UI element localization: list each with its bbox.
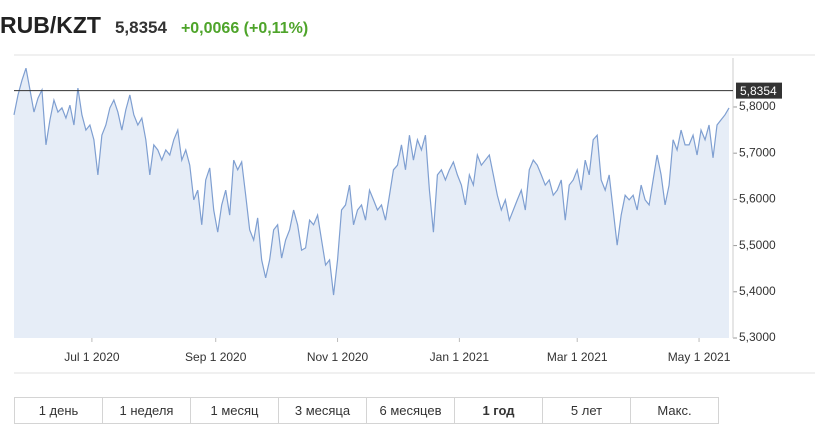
x-tick-label: Nov 1 2020 (307, 350, 369, 364)
x-tick-label: Mar 1 2021 (547, 350, 608, 364)
range-button[interactable]: 1 день (15, 398, 103, 423)
price: 5,8354 (114, 18, 167, 37)
area-fill (14, 68, 730, 339)
y-tick-label: 5,8000 (739, 99, 776, 113)
y-tick-label: 5,5000 (739, 238, 776, 252)
y-tick-label: 5,3000 (739, 330, 776, 344)
range-button[interactable]: 6 месяцев (367, 398, 455, 423)
x-tick-label: Jan 1 2021 (430, 350, 490, 364)
change: +0,0066 (+0,11%) (180, 20, 309, 37)
range-buttons: 1 день 1 неделя 1 месяц 3 месяца 6 месяцев 1 … (14, 397, 719, 424)
price-line (13, 67, 730, 296)
current-price-label: 5,8354 (740, 84, 777, 98)
chart: Investing.com5,30005,40005,50005,60005,7… (13, 54, 815, 374)
range-button[interactable]: 1 месяц (191, 398, 279, 423)
symbol: RUB/KZT (0, 12, 101, 38)
x-tick-label: May 1 2021 (668, 350, 731, 364)
range-button[interactable]: 3 месяца (279, 398, 367, 423)
range-button[interactable]: 5 лет (543, 398, 631, 423)
y-tick-label: 5,7000 (739, 145, 776, 159)
y-tick-label: 5,6000 (739, 192, 776, 206)
range-button[interactable]: 1 год (455, 398, 543, 423)
range-button[interactable]: Макс. (631, 398, 718, 423)
range-button[interactable]: 1 неделя (103, 398, 191, 423)
x-tick-label: Sep 1 2020 (185, 350, 247, 364)
y-tick-label: 5,4000 (739, 284, 776, 298)
current-price-box (736, 82, 782, 99)
x-tick-label: Jul 1 2020 (64, 350, 120, 364)
header: RUB/KZT 5,8354 +0,0066 (+0,11%) (0, 12, 308, 42)
